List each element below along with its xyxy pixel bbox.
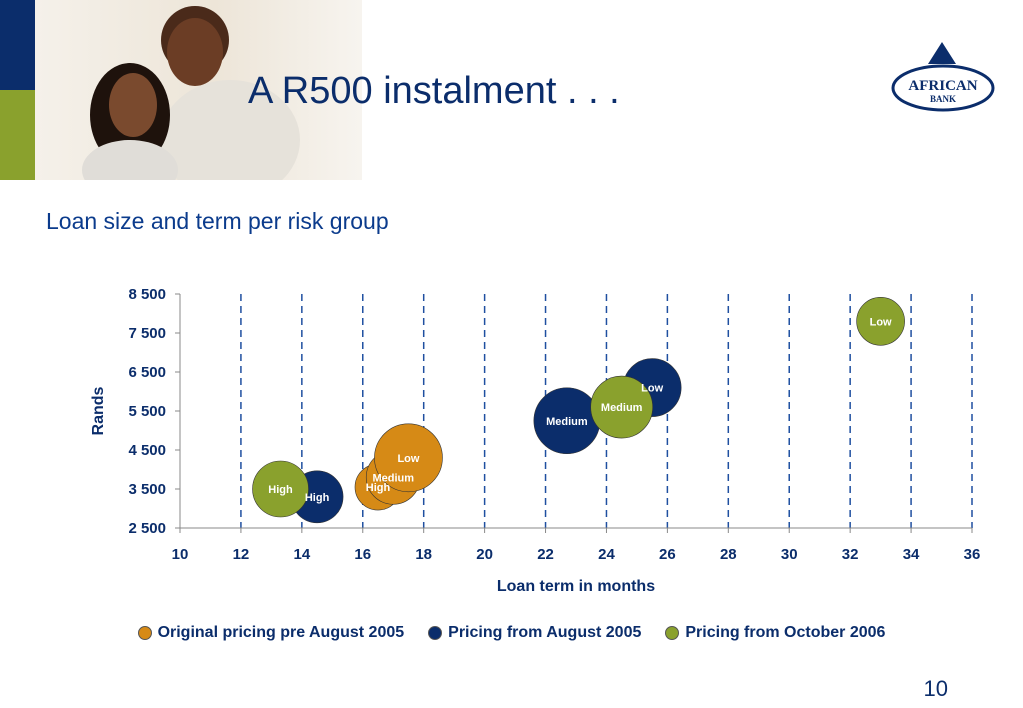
x-tick-label: 14 — [294, 546, 311, 563]
slide-title: A R500 instalment . . . — [248, 70, 620, 112]
bubble-label: High — [268, 484, 293, 496]
bubble-point — [374, 423, 443, 493]
x-tick-label: 30 — [781, 546, 798, 563]
y-tick-label: 8 500 — [128, 286, 166, 303]
bubble-label: Medium — [601, 402, 643, 414]
bubble-label: Low — [870, 316, 892, 328]
y-tick-label: 5 500 — [128, 403, 166, 420]
bubble-point — [590, 375, 653, 439]
x-axis-label: Loan term in months — [497, 578, 655, 595]
y-tick-label: 6 500 — [128, 364, 166, 381]
bubble-label: Low — [397, 453, 419, 465]
legend-item-original: Original pricing pre August 2005 — [137, 624, 405, 642]
bubble-point — [856, 296, 905, 346]
x-tick-label: 20 — [476, 546, 493, 563]
legend-item-aug2005: Pricing from August 2005 — [428, 624, 641, 642]
legend-dot-blue-icon — [428, 626, 443, 640]
page-number: 10 — [923, 676, 948, 701]
legend-label-aug2005: Pricing from August 2005 — [448, 624, 642, 641]
x-tick-label: 32 — [842, 546, 859, 563]
x-tick-label: 24 — [598, 546, 615, 563]
legend-dot-orange-icon — [137, 626, 152, 640]
y-tick-label: 4 500 — [128, 442, 166, 459]
chart-legend: Original pricing pre August 2005 Pricing… — [0, 624, 1023, 642]
x-tick-label: 18 — [415, 546, 432, 563]
legend-label-original: Original pricing pre August 2005 — [157, 624, 405, 641]
y-tick-label: 7 500 — [128, 325, 166, 342]
x-tick-label: 10 — [172, 546, 189, 563]
logo-text-2: BANK — [930, 94, 956, 104]
legend-label-oct2006: Pricing from October 2006 — [685, 624, 886, 641]
bubble-label: High — [366, 482, 391, 494]
y-axis-label: Rands — [90, 386, 107, 435]
x-tick-label: 36 — [964, 546, 981, 563]
couple-photo — [35, 0, 362, 180]
logo-text-1: AFRICAN — [908, 78, 977, 94]
bubble-label: Medium — [372, 472, 414, 484]
x-tick-label: 16 — [354, 546, 371, 563]
bubble-label: High — [305, 492, 330, 504]
x-tick-label: 26 — [659, 546, 676, 563]
slide-subtitle: Loan size and term per risk group — [46, 208, 389, 234]
x-tick-label: 28 — [720, 546, 737, 563]
x-tick-label: 22 — [537, 546, 554, 563]
x-tick-label: 34 — [903, 546, 920, 563]
bubble-label: Low — [641, 383, 663, 395]
x-tick-label: 12 — [233, 546, 250, 563]
african-bank-logo: AFRICAN BANK — [890, 38, 1000, 118]
legend-dot-green-icon — [665, 626, 680, 640]
y-tick-label: 2 500 — [128, 520, 166, 537]
accent-bar-green — [0, 90, 35, 180]
bubble-label: Medium — [546, 416, 588, 428]
bubble-point — [252, 460, 309, 518]
accent-bar-blue — [0, 0, 35, 90]
y-tick-label: 3 500 — [128, 481, 166, 498]
legend-item-oct2006: Pricing from October 2006 — [665, 624, 885, 642]
